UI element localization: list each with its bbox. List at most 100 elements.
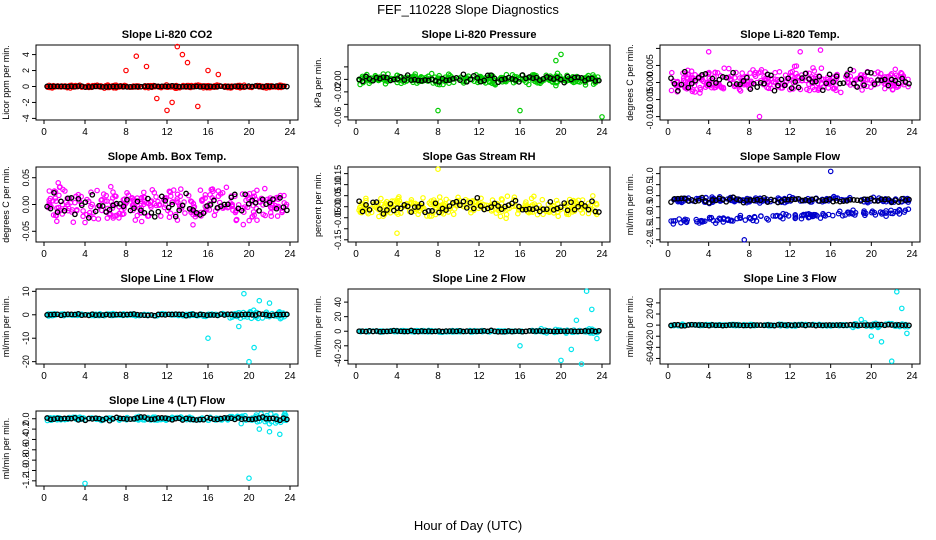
hourly-point	[280, 311, 287, 318]
hourly-point	[44, 83, 50, 90]
data-point	[174, 196, 181, 202]
hourly-point	[861, 322, 867, 329]
data-point	[203, 206, 210, 213]
outlier-point	[594, 335, 600, 342]
hourly-point	[730, 322, 736, 328]
y-tick-label: 20	[333, 312, 343, 322]
panel-title: Slope Sample Flow	[740, 151, 841, 163]
hourly-point	[840, 322, 847, 329]
x-tick-label: 4	[82, 371, 88, 382]
hourly-point	[259, 196, 266, 203]
hourly-point	[273, 311, 280, 318]
hourly-point	[425, 208, 432, 214]
hourly-point	[554, 328, 561, 335]
hourly-point	[85, 215, 92, 221]
hourly-point	[702, 322, 709, 329]
hourly-point	[854, 197, 861, 204]
hourly-point	[892, 322, 899, 328]
hourly-point	[530, 328, 536, 334]
data-point	[378, 195, 384, 202]
hourly-point	[899, 322, 905, 329]
hourly-point	[792, 322, 799, 328]
hourly-point	[881, 76, 888, 83]
data-point	[733, 69, 739, 76]
hourly-point	[747, 197, 754, 203]
data-point	[72, 199, 78, 206]
hourly-point	[446, 328, 453, 334]
hourly-point	[826, 196, 833, 202]
data-point	[246, 217, 253, 224]
hourly-point	[850, 197, 857, 203]
hourly-point	[582, 203, 588, 209]
hourly-point	[685, 322, 692, 328]
hourly-point	[169, 83, 176, 89]
data-point	[783, 211, 789, 218]
x-tick-label: 4	[82, 127, 88, 138]
hourly-point	[218, 415, 224, 422]
hourly-point	[768, 72, 774, 79]
data-point	[223, 184, 230, 191]
y-tick-label: 0.000	[645, 71, 655, 94]
hourly-point	[575, 203, 581, 210]
hourly-point	[284, 416, 290, 423]
hourly-point	[127, 416, 134, 422]
hourly-point	[411, 76, 418, 83]
data-point	[874, 80, 881, 87]
data-point	[60, 186, 66, 193]
data-point	[877, 209, 884, 215]
x-tick-label: 4	[82, 249, 88, 260]
data-point	[120, 197, 127, 203]
hourly-point	[224, 415, 231, 421]
plot-frame	[659, 166, 921, 243]
x-tick-label: 8	[123, 371, 129, 382]
hourly-point	[68, 195, 75, 201]
hourly-point	[585, 206, 592, 213]
hourly-point	[120, 415, 127, 422]
hourly-point	[547, 198, 554, 205]
outlier-point	[174, 43, 181, 50]
hourly-point	[204, 83, 210, 90]
panel-title: Slope Amb. Box Temp.	[108, 151, 227, 163]
y-tick-label: -0.5	[645, 199, 655, 215]
x-tick-label: 20	[243, 127, 255, 138]
hourly-point	[771, 322, 778, 329]
data-point	[736, 86, 743, 93]
data-point	[721, 65, 728, 72]
hourly-point	[737, 322, 743, 329]
hourly-point	[519, 328, 526, 335]
data-point	[670, 221, 677, 227]
hourly-point	[733, 81, 740, 87]
hourly-point	[245, 311, 252, 318]
data-point	[668, 87, 675, 94]
x-tick-label: 0	[353, 371, 359, 382]
hourly-point	[78, 312, 85, 319]
black-points	[356, 194, 602, 217]
data-point	[267, 204, 274, 211]
hourly-point	[432, 200, 439, 207]
outlier-point	[256, 297, 263, 304]
hourly-point	[61, 311, 68, 318]
hourly-point	[516, 203, 522, 210]
hourly-point	[747, 86, 754, 92]
hourly-point	[92, 312, 99, 318]
hourly-point	[245, 200, 252, 207]
hourly-point	[837, 198, 843, 205]
hourly-point	[470, 328, 477, 335]
x-tick-label: 24	[596, 127, 608, 138]
hourly-point	[806, 321, 812, 328]
hourly-point	[881, 196, 888, 203]
hourly-point	[792, 79, 799, 85]
hourly-point	[85, 83, 92, 90]
y-axis-label: ml/min per min.	[625, 174, 635, 236]
hourly-point	[596, 77, 602, 84]
data-point	[883, 210, 889, 216]
data-point	[901, 209, 908, 215]
hourly-point	[162, 415, 169, 421]
y-tick-label: -2	[21, 98, 31, 106]
outlier-point	[558, 51, 564, 58]
hourly-point	[51, 189, 57, 196]
hourly-point	[415, 328, 422, 335]
y-tick-label: 40	[645, 298, 655, 308]
outlier-point	[215, 71, 222, 78]
data-point	[199, 198, 205, 204]
